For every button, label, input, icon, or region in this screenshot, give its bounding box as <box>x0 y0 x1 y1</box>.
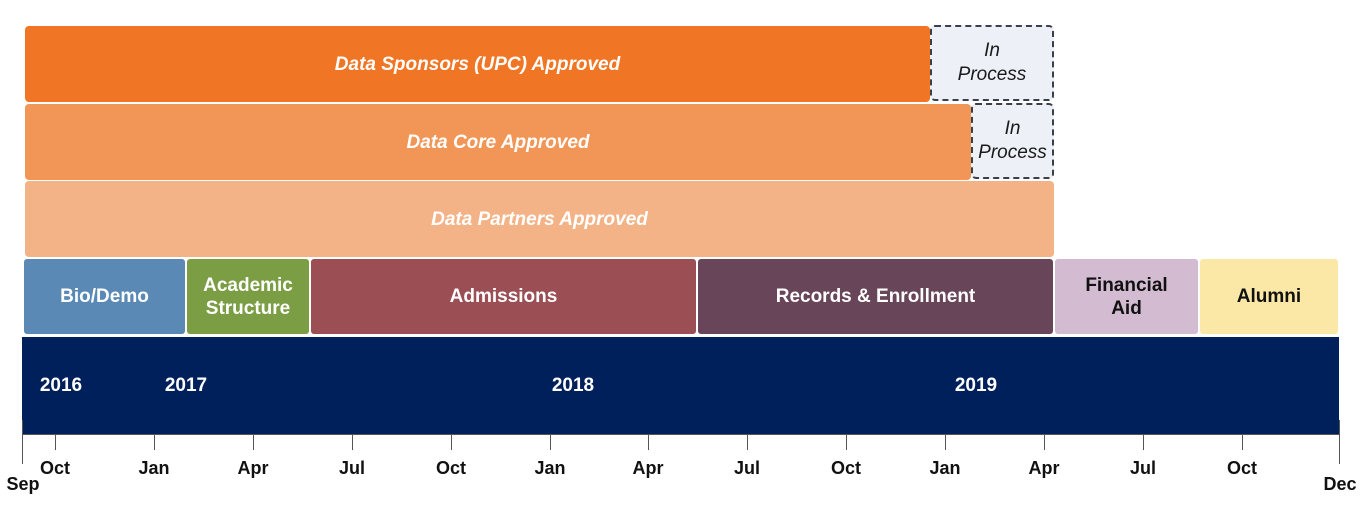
month-tick <box>747 435 748 450</box>
timeline-band <box>22 337 1339 434</box>
domain-label: Academic Structure <box>203 274 293 319</box>
year-label-2016: 2016 <box>39 375 83 396</box>
month-tick <box>451 435 452 450</box>
partners-approved-label: Data Partners Approved <box>431 208 648 230</box>
sponsors-approved-bar: Data Sponsors (UPC) Approved <box>25 26 930 102</box>
month-label: Jan <box>534 458 566 478</box>
partners-approved-bar: Data Partners Approved <box>25 181 1054 257</box>
domain-academic-structure: Academic Structure <box>187 259 309 334</box>
month-tick <box>550 435 551 450</box>
domain-financial-aid: Financial Aid <box>1055 259 1198 334</box>
month-tick <box>55 435 56 450</box>
month-label: Oct <box>39 458 71 478</box>
month-tick <box>648 435 649 450</box>
domain-label: Bio/Demo <box>60 286 149 307</box>
month-label: Jul <box>733 458 761 478</box>
month-label: Apr <box>1028 458 1060 478</box>
axis-end-tick <box>1339 420 1340 464</box>
axis-end-tick <box>22 420 23 464</box>
month-tick <box>352 435 353 450</box>
domain-bio-demo: Bio/Demo <box>24 259 185 334</box>
month-tick <box>1242 435 1243 450</box>
domain-label: Financial Aid <box>1085 274 1168 319</box>
domain-label: Alumni <box>1236 286 1302 307</box>
month-label: Jul <box>338 458 366 478</box>
month-label: Jan <box>138 458 170 478</box>
month-tick <box>945 435 946 450</box>
year-label-2019: 2019 <box>954 375 998 396</box>
month-tick <box>1044 435 1045 450</box>
month-label: Oct <box>435 458 467 478</box>
axis-end-label: Dec <box>1323 474 1357 494</box>
core-approved-label: Data Core Approved <box>406 131 590 153</box>
month-tick <box>846 435 847 450</box>
year-label-2018: 2018 <box>551 375 595 396</box>
timeline-axis <box>22 434 1340 435</box>
year-label-2017: 2017 <box>164 375 208 396</box>
domain-alumni: Alumni <box>1200 259 1338 334</box>
month-label: Jul <box>1129 458 1157 478</box>
axis-start-label: Sep <box>6 474 40 494</box>
sponsors-in-process-label: In Process <box>957 40 1027 85</box>
sponsors-approved-label: Data Sponsors (UPC) Approved <box>334 53 621 75</box>
month-label: Apr <box>632 458 664 478</box>
month-label: Oct <box>830 458 862 478</box>
sponsors-in-process-box: In Process <box>930 25 1054 101</box>
month-tick <box>253 435 254 450</box>
month-label: Apr <box>237 458 269 478</box>
month-tick <box>1143 435 1144 450</box>
month-label: Oct <box>1226 458 1258 478</box>
domain-records-enrollment: Records & Enrollment <box>698 259 1053 334</box>
core-approved-bar: Data Core Approved <box>25 104 971 180</box>
domain-label: Admissions <box>449 286 558 307</box>
core-in-process-label: In Process <box>978 118 1047 163</box>
month-label: Jan <box>929 458 961 478</box>
domain-admissions: Admissions <box>311 259 696 334</box>
month-tick <box>154 435 155 450</box>
domain-label: Records & Enrollment <box>775 286 976 307</box>
core-in-process-box: In Process <box>971 103 1054 179</box>
